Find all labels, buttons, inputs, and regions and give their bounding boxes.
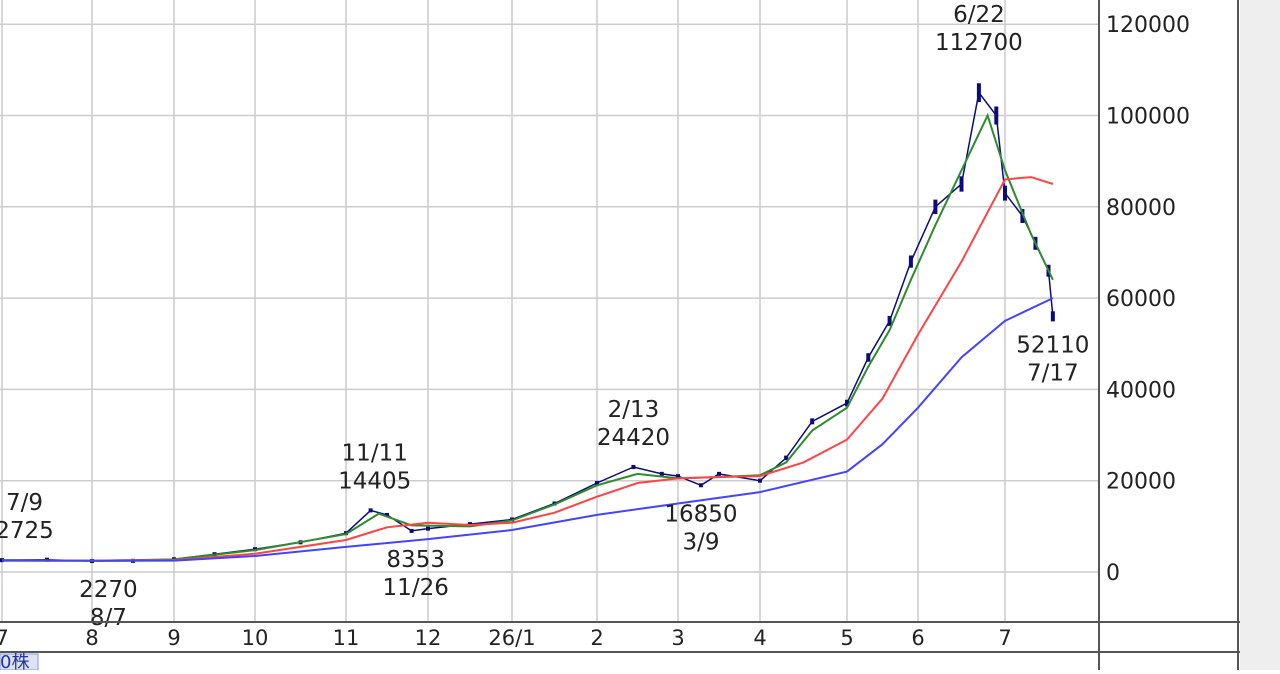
annotation-line-1: 2270 [79,577,138,603]
candle [595,480,599,485]
candle [1050,311,1055,322]
x-tick-label: 8 [85,626,98,650]
right-panel-background [1099,0,1240,622]
candle [1003,185,1007,201]
candle [784,455,789,461]
x-tick-label: 2 [590,626,603,650]
candle [933,199,938,214]
footer-label: 0株 [0,652,29,670]
candle [1020,208,1025,223]
x-tick-label: 3 [671,626,684,650]
annotation-line-1: 7/9 [6,490,43,516]
footer-bar: 0株 [0,651,1240,673]
y-tick-label: 0 [1106,561,1120,586]
candle [385,512,389,517]
footer-background [0,652,1240,670]
x-tick-label: 7 [0,626,9,650]
annotation-line-1: 11/11 [342,440,408,466]
annotation-line-2: 24420 [597,425,670,451]
series-line-2 [2,176,1054,562]
annotation-line-2: 14405 [338,468,411,494]
annotation-line-2: 8/7 [90,605,127,631]
y-tick-label: 40000 [1106,378,1176,403]
candle [368,508,373,513]
candle [758,478,762,483]
candle [959,176,964,192]
annotation-line-1: 6/22 [953,2,1005,28]
grid [0,0,1099,622]
x-tick-label: 11 [333,626,360,650]
candle [676,474,680,479]
price-line [1,90,1054,562]
candle [887,315,892,326]
y-tick-label: 120000 [1106,13,1190,38]
x-tick-label: 4 [753,626,766,650]
annotation-line-1: 52110 [1016,332,1089,358]
candle [866,353,871,362]
series-line-1 [1,112,1054,562]
series-group [0,83,1055,564]
y-tick-label: 80000 [1106,196,1176,221]
y-tick-label: 20000 [1106,470,1176,495]
series-line-3 [1,297,1054,562]
y-tick-label: 60000 [1106,287,1176,312]
candle [409,528,414,533]
candle [426,526,430,531]
candle [908,255,913,268]
y-axis: 0 20000 40000 60000 80000 100000 120000 [1098,0,1239,652]
candle [631,464,636,470]
annotation-line-2: 7/17 [1027,360,1079,386]
annotation-line-1: 16850 [664,501,737,527]
annotation-line-2: 2725 [0,518,54,544]
y-tick-label: 100000 [1106,105,1190,130]
annotation-line-1: 8353 [386,547,445,573]
x-tick-label: 6 [911,626,924,650]
annotation-line-2: 112700 [935,30,1023,56]
annotation-line-2: 3/9 [682,529,719,555]
x-tick-label: 10 [242,626,269,650]
annotation-line-1: 2/13 [608,397,660,423]
candle [659,471,664,476]
candle [976,83,981,103]
candle [698,483,703,488]
candle [810,418,815,425]
x-tick-label: 9 [167,626,180,650]
x-tick-label: 7 [998,626,1011,650]
annotation-line-2: 11/26 [383,575,449,601]
x-tick-label: 5 [840,626,853,650]
x-tick-label: 26/1 [488,626,535,650]
candle [994,106,999,125]
candle [717,471,721,476]
x-axis: 7 8 9 10 11 12 26/1 2 3 4 5 6 7 [0,621,1240,650]
x-tick-label: 12 [415,626,442,650]
candle [845,399,849,407]
far-right-panel [1240,0,1280,670]
